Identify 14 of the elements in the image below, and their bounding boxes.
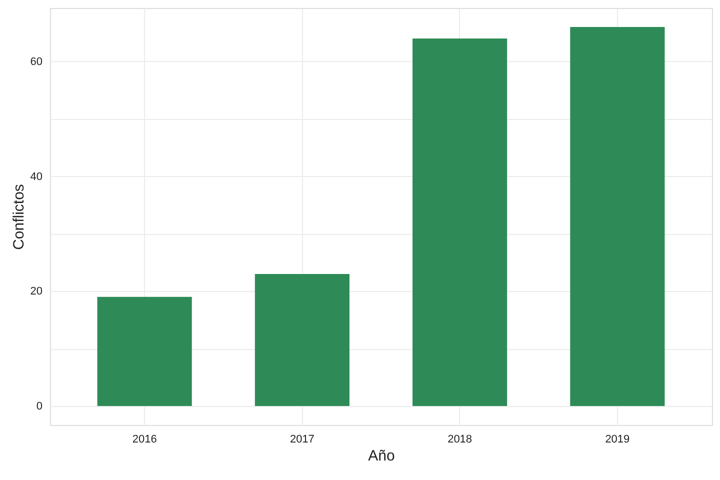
y-axis-title: Conflictos xyxy=(10,184,28,250)
x-tick-label: 2016 xyxy=(132,434,157,446)
y-tick-label: 20 xyxy=(30,286,42,298)
bar xyxy=(254,274,350,406)
bar xyxy=(570,26,665,406)
x-tick-label: 2019 xyxy=(605,434,630,446)
bar xyxy=(412,38,508,406)
x-axis-title: Año xyxy=(368,448,395,464)
bar xyxy=(97,296,192,406)
x-tick-label: 2018 xyxy=(448,434,472,446)
y-tick-label: 60 xyxy=(30,56,42,68)
y-tick-label: 0 xyxy=(36,400,42,413)
x-tick-label: 2017 xyxy=(290,434,314,446)
y-tick-label: 40 xyxy=(30,170,42,183)
